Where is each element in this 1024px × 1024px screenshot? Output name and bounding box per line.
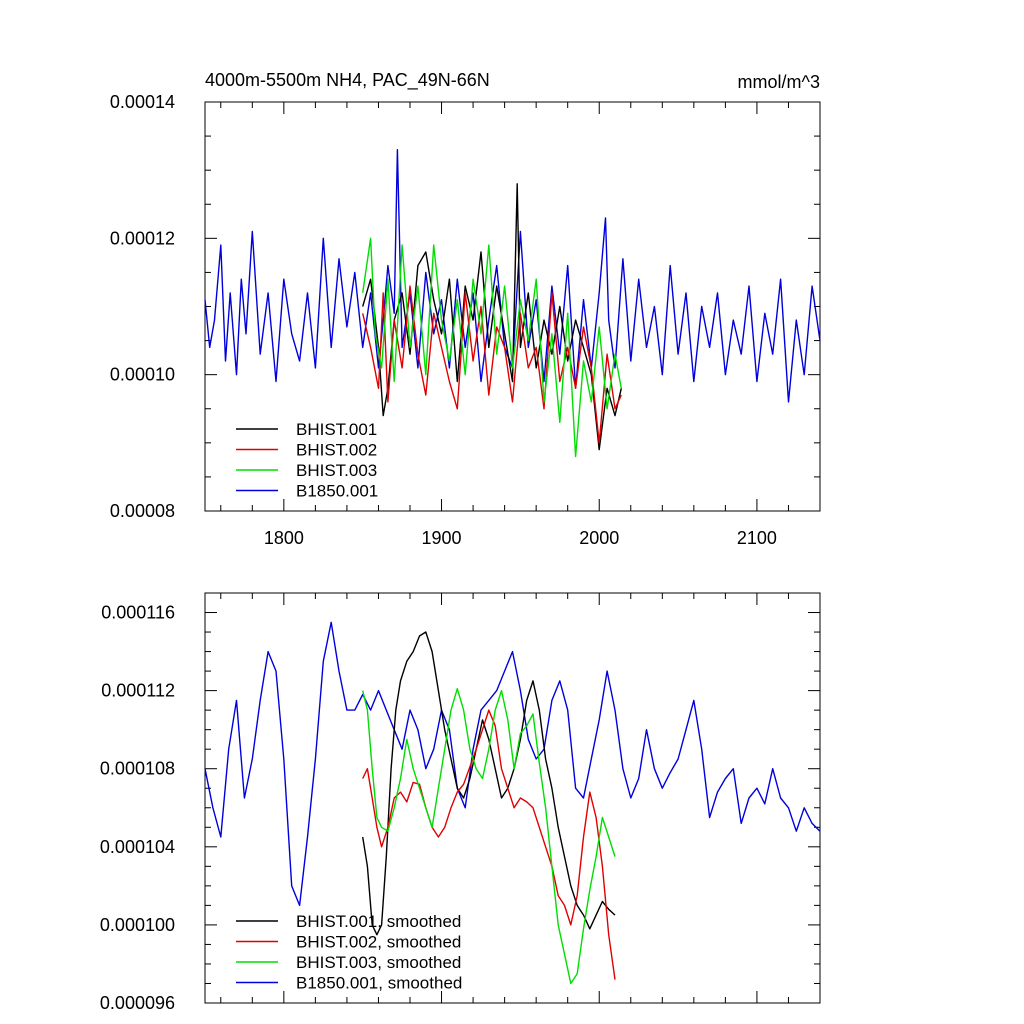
bottom-plot-ticks: 0.000096 0.000100 0.000104 0.000108 0.000112… [100,592,821,1013]
bottom-plot-panel: 0.000096 0.000100 0.000104 0.000108 0.000112… [100,592,821,1013]
series-line-bhist-002 [362,709,616,980]
y-tick-label: 0.000100 [100,915,175,935]
bottom-plot-frame [204,592,821,1004]
y-tick-label: 0.000104 [100,837,175,857]
top-plot-series [204,148,821,458]
series-line-b1850-001 [204,148,821,403]
legend-label: BHIST.002, smoothed [296,933,461,952]
y-tick-label: 0.00012 [110,228,175,248]
series-line-b1850-001 [204,621,821,907]
y-tick-label: 0.00008 [110,501,175,521]
y-tick-label: 0.000112 [101,681,175,701]
bottom-plot-series [204,621,821,985]
legend-label: B1850.001 [296,482,378,501]
top-plot-units: mmol/m^3 [738,72,820,92]
series-line-bhist-001 [362,183,622,451]
top-plot-ticks: 1800 1900 2000 2100 0.00008 0.00010 0.00012 0.0… [110,92,821,548]
legend-label: BHIST.001 [296,420,377,439]
legend-label: BHIST.001, smoothed [296,912,461,931]
top-plot-title: 4000m-5500m NH4, PAC_49N-66N [205,70,490,91]
legend-label: BHIST.003 [296,461,377,480]
series-line-bhist-003 [362,237,622,458]
series-line-bhist-003 [362,688,616,985]
y-tick-label: 0.000116 [101,603,175,623]
legend-label: BHIST.002 [296,441,377,460]
x-tick-label: 2000 [579,528,619,548]
legend-label: B1850.001, smoothed [296,974,462,993]
series-line-bhist-002 [362,285,622,444]
series-line-bhist-001 [362,631,616,936]
y-tick-label: 0.00010 [110,365,175,385]
legend-label: BHIST.003, smoothed [296,953,461,972]
x-tick-label: 2100 [737,528,777,548]
x-tick-label: 1800 [264,528,304,548]
y-tick-label: 0.000096 [100,993,175,1013]
bottom-plot-legend: BHIST.001, smoothed BHIST.002, smoothedBH… [236,912,462,993]
y-tick-label: 0.00014 [110,92,175,112]
x-tick-label: 1900 [422,528,462,548]
top-plot-panel: 4000m-5500m NH4, PAC_49N-66N mmol/m^3 18… [110,70,821,548]
y-tick-label: 0.000108 [100,759,175,779]
